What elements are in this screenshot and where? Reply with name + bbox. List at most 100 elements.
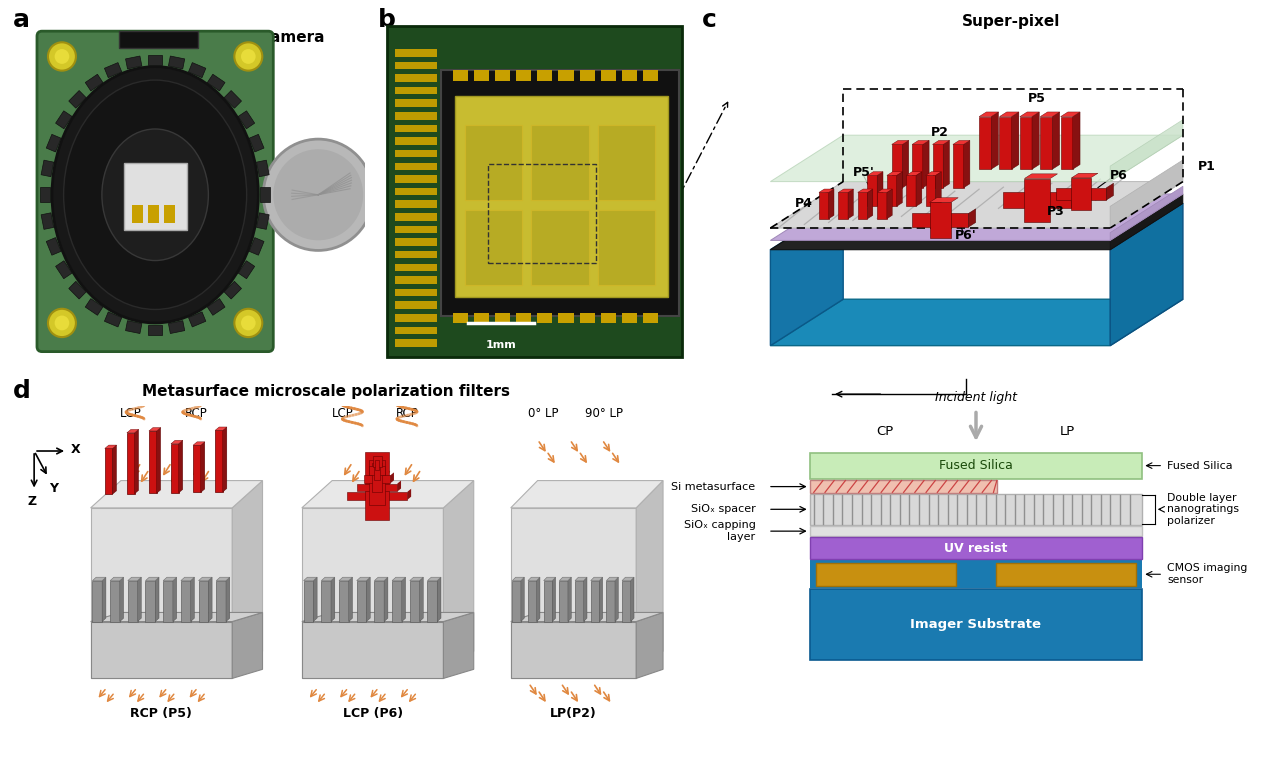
Polygon shape: [1106, 183, 1114, 200]
Text: LP: LP: [1060, 425, 1075, 438]
Bar: [598, 211, 654, 286]
Bar: [128, 581, 137, 622]
Polygon shape: [384, 578, 388, 622]
Bar: [105, 449, 113, 494]
Bar: [394, 213, 436, 221]
Bar: [1056, 188, 1106, 200]
Bar: [1061, 117, 1073, 169]
Bar: [256, 213, 269, 230]
Bar: [55, 261, 72, 279]
Bar: [527, 581, 536, 622]
Bar: [622, 312, 636, 323]
Text: d: d: [13, 379, 31, 403]
Bar: [465, 211, 522, 286]
Bar: [475, 312, 489, 323]
Polygon shape: [390, 472, 394, 484]
Bar: [810, 526, 1143, 536]
Circle shape: [47, 309, 76, 337]
Text: CP: CP: [876, 425, 893, 438]
Text: P4: P4: [795, 197, 813, 210]
Bar: [365, 452, 389, 520]
Bar: [877, 193, 887, 219]
Polygon shape: [232, 612, 262, 678]
Bar: [339, 581, 348, 622]
Circle shape: [241, 315, 256, 330]
Bar: [1000, 117, 1011, 169]
Bar: [224, 281, 242, 299]
Polygon shape: [1071, 187, 1079, 208]
Polygon shape: [896, 172, 902, 206]
Text: Fused Silica: Fused Silica: [940, 459, 1012, 472]
Polygon shape: [191, 578, 195, 622]
Polygon shape: [374, 578, 388, 581]
Bar: [607, 581, 614, 622]
Polygon shape: [1073, 112, 1080, 169]
Polygon shape: [91, 481, 262, 508]
Bar: [147, 55, 163, 65]
Bar: [1024, 179, 1051, 222]
Bar: [369, 459, 385, 505]
Bar: [810, 537, 1143, 559]
Circle shape: [264, 139, 374, 250]
Polygon shape: [877, 172, 883, 206]
Polygon shape: [223, 427, 227, 492]
Bar: [198, 581, 209, 622]
Text: Double layer
nanogratings
polarizer: Double layer nanogratings polarizer: [1167, 493, 1239, 526]
Text: UV resist: UV resist: [945, 542, 1007, 555]
Polygon shape: [381, 453, 385, 467]
Polygon shape: [622, 578, 634, 581]
Bar: [256, 160, 269, 177]
Bar: [303, 581, 314, 622]
Bar: [69, 281, 86, 299]
Polygon shape: [877, 189, 892, 193]
Bar: [105, 63, 122, 77]
Ellipse shape: [64, 80, 247, 309]
Polygon shape: [887, 172, 902, 175]
Bar: [147, 205, 160, 224]
Text: Full Stokes Polarization camera: Full Stokes Polarization camera: [54, 30, 325, 45]
Polygon shape: [771, 203, 844, 346]
Polygon shape: [137, 578, 141, 622]
Bar: [164, 205, 175, 224]
Bar: [394, 302, 436, 309]
Text: P1: P1: [1198, 160, 1216, 173]
Bar: [372, 456, 381, 467]
Polygon shape: [128, 578, 141, 581]
Bar: [394, 340, 436, 347]
Bar: [347, 492, 407, 500]
Polygon shape: [887, 189, 892, 219]
Polygon shape: [527, 578, 540, 581]
Polygon shape: [511, 622, 636, 678]
Bar: [364, 475, 390, 484]
Polygon shape: [1071, 174, 1098, 178]
Polygon shape: [91, 622, 232, 678]
Polygon shape: [943, 140, 950, 188]
Bar: [394, 314, 436, 321]
Bar: [392, 581, 402, 622]
Polygon shape: [198, 578, 212, 581]
Polygon shape: [357, 578, 370, 581]
FancyBboxPatch shape: [124, 163, 187, 230]
Polygon shape: [828, 189, 835, 219]
Polygon shape: [134, 430, 138, 493]
Polygon shape: [636, 481, 663, 678]
Polygon shape: [302, 481, 474, 508]
Polygon shape: [201, 442, 205, 493]
Bar: [86, 74, 102, 91]
Bar: [370, 466, 385, 475]
Bar: [105, 312, 122, 327]
Polygon shape: [302, 508, 443, 678]
Polygon shape: [1110, 203, 1183, 346]
Polygon shape: [227, 578, 230, 622]
Bar: [558, 312, 573, 323]
Bar: [913, 145, 923, 188]
Bar: [394, 264, 436, 271]
Bar: [119, 31, 198, 48]
Polygon shape: [302, 612, 474, 622]
Polygon shape: [314, 578, 317, 622]
Bar: [394, 112, 436, 120]
Bar: [394, 175, 436, 183]
Polygon shape: [215, 427, 227, 431]
Polygon shape: [127, 430, 138, 433]
Polygon shape: [102, 578, 106, 622]
